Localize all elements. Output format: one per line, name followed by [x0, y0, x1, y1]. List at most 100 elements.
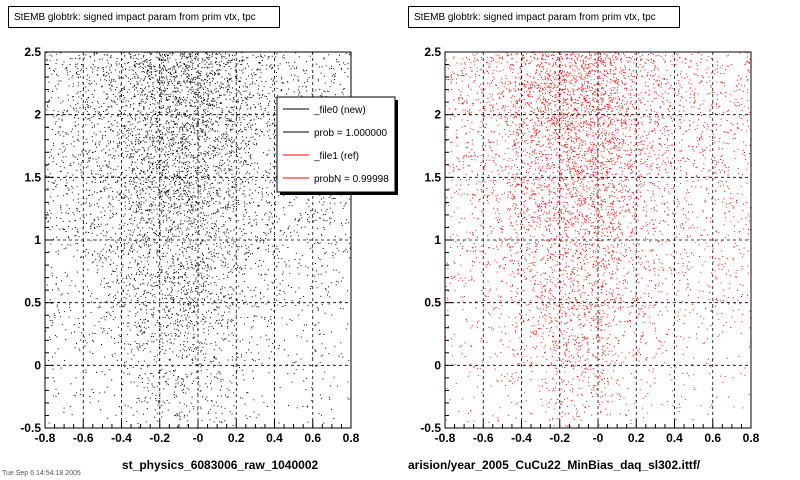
data-point: [72, 83, 74, 85]
data-point: [78, 323, 80, 324]
data-point: [160, 259, 162, 260]
data-point: [219, 69, 221, 71]
data-point: [232, 100, 234, 102]
data-point: [135, 313, 137, 315]
data-point: [295, 291, 297, 293]
data-point: [190, 104, 192, 106]
data-point: [257, 248, 259, 249]
data-point: [52, 145, 54, 146]
data-point: [200, 87, 201, 89]
data-point: [105, 98, 107, 100]
data-point: [47, 212, 48, 214]
data-point: [315, 365, 317, 367]
data-point: [178, 205, 180, 207]
data-point: [85, 86, 87, 88]
data-point: [247, 123, 248, 125]
data-point: [178, 236, 180, 238]
data-point: [195, 288, 196, 290]
data-point: [81, 150, 83, 152]
data-point: [296, 353, 298, 355]
data-point: [201, 179, 203, 180]
data-point: [174, 276, 176, 278]
data-point: [342, 277, 344, 279]
data-point: [126, 293, 128, 295]
data-point: [325, 289, 327, 291]
data-point: [187, 110, 189, 112]
data-point: [118, 255, 120, 257]
data-point: [160, 108, 162, 109]
data-point: [265, 96, 267, 97]
data-point: [228, 191, 230, 193]
data-point: [265, 212, 267, 214]
data-point: [245, 415, 247, 417]
data-point: [191, 234, 193, 236]
data-point: [49, 229, 51, 230]
data-point: [215, 91, 217, 93]
scatter-points: [45, 52, 352, 429]
data-point: [191, 248, 193, 250]
data-point: [235, 63, 237, 65]
data-point: [333, 376, 335, 378]
data-point: [149, 137, 151, 139]
data-point: [227, 327, 228, 329]
data-point: [244, 129, 246, 131]
data-point: [270, 230, 272, 232]
data-point: [134, 94, 135, 96]
data-point: [189, 135, 191, 136]
data-point: [220, 288, 221, 290]
data-point: [57, 153, 59, 155]
data-point: [134, 77, 136, 79]
data-point: [52, 289, 53, 291]
data-point: [144, 348, 146, 349]
data-point: [184, 194, 186, 196]
data-point: [76, 231, 78, 233]
data-point: [55, 276, 57, 278]
data-point: [327, 242, 329, 244]
data-point: [228, 112, 230, 114]
data-point: [230, 129, 232, 130]
data-point: [189, 308, 191, 310]
data-point: [167, 88, 168, 89]
data-point: [158, 111, 160, 113]
data-point: [185, 317, 187, 319]
data-point: [278, 348, 280, 350]
data-point: [55, 62, 57, 64]
data-point: [163, 106, 164, 108]
data-point: [183, 190, 185, 192]
data-point: [229, 195, 231, 197]
data-point: [268, 357, 270, 359]
data-point: [140, 246, 141, 248]
data-point: [166, 168, 167, 170]
data-point: [110, 82, 112, 83]
data-point: [157, 255, 159, 257]
data-point: [144, 60, 146, 62]
data-point: [82, 94, 84, 96]
data-point: [201, 291, 202, 293]
data-point: [216, 97, 218, 99]
data-point: [145, 306, 147, 308]
data-point: [222, 163, 224, 165]
data-point: [158, 58, 159, 60]
data-point: [127, 353, 129, 355]
data-point: [153, 257, 154, 259]
data-point: [215, 344, 217, 346]
data-point: [124, 196, 126, 198]
data-point: [195, 92, 197, 94]
data-point: [250, 164, 251, 166]
data-point: [220, 389, 221, 391]
data-point: [178, 272, 179, 274]
data-point: [213, 150, 215, 152]
data-point: [331, 331, 333, 333]
data-point: [74, 121, 76, 123]
data-point: [225, 172, 226, 174]
data-point: [179, 283, 181, 285]
data-point: [52, 377, 54, 379]
data-point: [222, 261, 224, 263]
data-point: [193, 220, 195, 222]
data-point: [189, 247, 191, 249]
data-point: [181, 251, 183, 253]
data-point: [193, 158, 195, 159]
data-point: [230, 220, 232, 222]
data-point: [347, 63, 349, 65]
data-point: [206, 61, 208, 63]
